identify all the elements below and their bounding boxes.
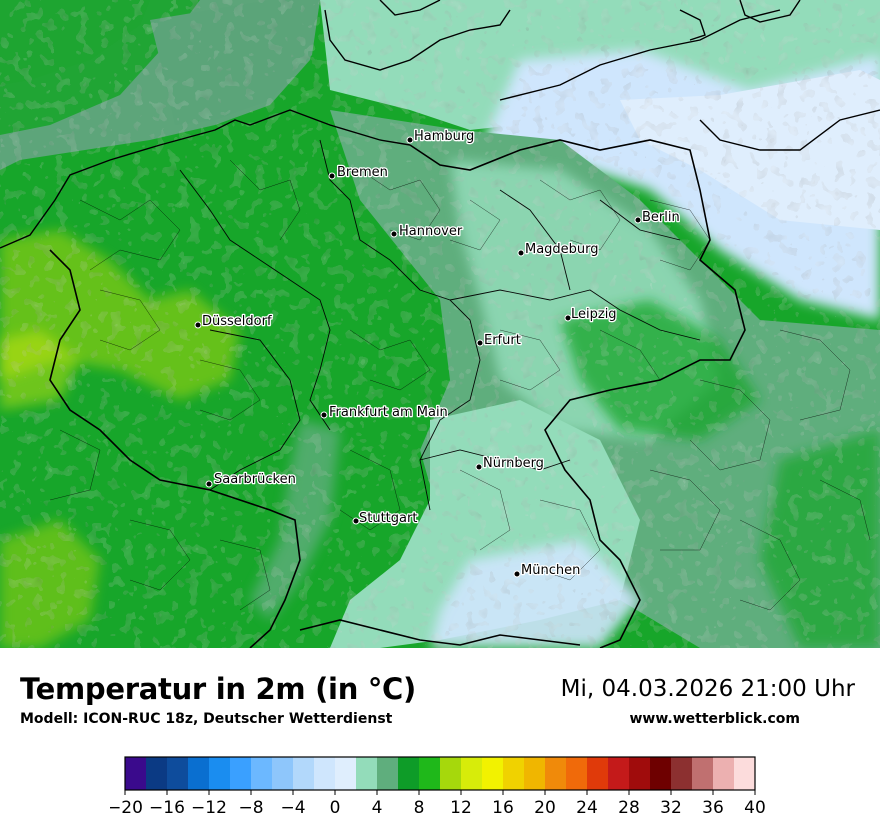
legend-swatch <box>419 757 441 790</box>
legend-swatch <box>566 757 588 790</box>
city-label: Erfurt <box>484 333 521 348</box>
city-hamburg: Hamburg <box>406 128 476 145</box>
legend-swatch <box>230 757 252 790</box>
city-leipzig: Leipzig <box>564 306 618 323</box>
legend-swatch <box>377 757 399 790</box>
city-bremen: Bremen <box>328 164 389 181</box>
city-label: Düsseldorf <box>202 314 272 329</box>
temperature-map: Hamburg Bremen Berlin Hannover Magdeburg… <box>0 0 880 648</box>
legend-swatch <box>356 757 378 790</box>
legend-tick-label: 12 <box>450 798 472 818</box>
city-erfurt: Erfurt <box>476 332 522 349</box>
model-source: Modell: ICON-RUC 18z, Deutscher Wetterdi… <box>20 711 393 727</box>
legend-swatch <box>524 757 546 790</box>
legend-swatch <box>293 757 315 790</box>
city-label: Nürnberg <box>483 456 544 471</box>
legend-swatch <box>545 757 567 790</box>
website-link[interactable]: www.wetterblick.com <box>629 711 801 727</box>
city-muenchen: München <box>513 562 582 579</box>
legend-tick-label: 24 <box>576 798 598 818</box>
legend-swatches <box>125 757 756 790</box>
city-label: Stuttgart <box>359 511 417 526</box>
legend-swatch <box>629 757 651 790</box>
city-frankfurt: Frankfurt am Main <box>320 404 449 421</box>
legend-swatch <box>167 757 189 790</box>
legend-swatch <box>692 757 714 790</box>
legend-swatch <box>650 757 672 790</box>
legend-tick-label: 16 <box>492 798 514 818</box>
legend-tick-label: 40 <box>744 798 766 818</box>
city-duesseldorf: Düsseldorf <box>194 313 273 330</box>
legend-swatch <box>461 757 483 790</box>
city-stuttgart: Stuttgart <box>352 510 419 527</box>
legend-swatch <box>146 757 168 790</box>
legend-tick-label: 8 <box>414 798 425 818</box>
legend-tick-label: 36 <box>702 798 724 818</box>
legend-swatch <box>251 757 273 790</box>
district-borders <box>49 159 871 611</box>
legend-swatch <box>398 757 420 790</box>
city-label: Leipzig <box>571 307 617 322</box>
city-label: Magdeburg <box>525 242 599 257</box>
legend-swatch <box>125 757 147 790</box>
city-label: Bremen <box>337 165 388 180</box>
field-texture <box>0 0 880 648</box>
city-label: Hamburg <box>414 129 474 144</box>
legend-tick-label: 4 <box>372 798 383 818</box>
city-hannover: Hannover <box>390 223 464 240</box>
legend-tick-label: 32 <box>660 798 682 818</box>
legend-swatch <box>713 757 735 790</box>
coastline <box>0 0 880 249</box>
legend-swatch <box>587 757 609 790</box>
city-label: Frankfurt am Main <box>329 405 448 420</box>
national-border <box>49 139 746 648</box>
legend-swatch <box>503 757 525 790</box>
city-magdeburg: Magdeburg <box>517 241 600 258</box>
legend-swatch <box>482 757 504 790</box>
city-label: Hannover <box>399 224 463 239</box>
city-berlin: Berlin <box>634 209 681 226</box>
forecast-datetime: Mi, 04.03.2026 21:00 Uhr <box>560 676 855 702</box>
city-saarbruecken: Saarbrücken <box>205 471 297 488</box>
legend-tick-label: 0 <box>330 798 341 818</box>
city-markers: Hamburg Bremen Berlin Hannover Magdeburg… <box>194 128 681 579</box>
city-label: München <box>521 563 580 578</box>
legend-swatch <box>335 757 357 790</box>
map-title: Temperatur in 2m (in °C) <box>20 672 416 706</box>
legend-swatch <box>272 757 294 790</box>
color-legend: −20 −16 −12 −8 −4 0 4 8 12 16 20 24 28 32 36 40 <box>110 756 766 818</box>
state-borders <box>179 139 701 511</box>
city-label: Saarbrücken <box>214 472 296 487</box>
legend-tick-label: −12 <box>191 798 227 818</box>
legend-tick-label: −4 <box>280 798 305 818</box>
legend-tick-label: −16 <box>149 798 185 818</box>
legend-swatch <box>671 757 693 790</box>
legend-tick-label: −8 <box>238 798 263 818</box>
legend-frame <box>124 756 756 791</box>
legend-swatch <box>734 757 756 790</box>
legend-tick-label: 28 <box>618 798 640 818</box>
city-label: Berlin <box>642 210 680 225</box>
city-nuernberg: Nürnberg <box>475 455 545 472</box>
legend-ticks: −20 −16 −12 −8 −4 0 4 8 12 16 20 24 28 32 36 40 <box>110 790 766 818</box>
legend-swatch <box>440 757 462 790</box>
legend-tick-label: −20 <box>110 798 143 818</box>
legend-swatch <box>188 757 210 790</box>
legend-swatch <box>608 757 630 790</box>
legend-swatch <box>314 757 336 790</box>
legend-swatch <box>209 757 231 790</box>
legend-tick-label: 20 <box>534 798 556 818</box>
